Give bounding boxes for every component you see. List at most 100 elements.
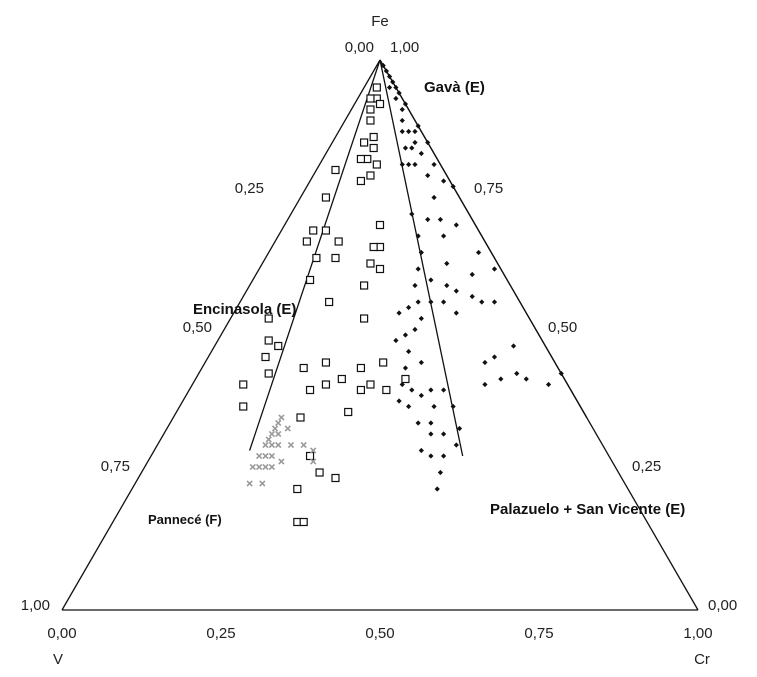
square-point	[366, 380, 375, 389]
diamond-point	[491, 266, 498, 272]
bottom-tick-label: 0,75	[524, 625, 553, 642]
square-point	[264, 314, 273, 323]
square-point	[261, 352, 270, 362]
diamond-point	[475, 249, 482, 256]
square-point	[305, 451, 315, 461]
diamond-point	[482, 381, 488, 388]
triangle-left-side	[61, 59, 381, 611]
cross-point	[271, 425, 279, 432]
diamond-point	[510, 343, 517, 349]
diamond-point	[441, 453, 447, 459]
diamond-point	[450, 183, 456, 190]
diamond-point	[412, 161, 418, 168]
diamond-point	[415, 123, 421, 129]
square-point	[331, 165, 340, 175]
cross-point	[259, 480, 266, 487]
diamond-point	[418, 249, 424, 256]
group-label-palazuelo-san-vicente: Palazuelo + San Vicente (E)	[490, 501, 685, 518]
diamond-point	[412, 128, 418, 135]
left-tick-label: 0,00	[345, 39, 374, 56]
diamond-point	[491, 354, 498, 360]
diamond-point	[453, 442, 459, 448]
diamond-point	[418, 359, 424, 366]
diamond-point	[441, 233, 447, 239]
diamond-point	[380, 62, 386, 69]
cross-point	[262, 452, 269, 460]
square-point	[356, 363, 366, 373]
diamond-point	[437, 216, 444, 223]
diamond-point	[444, 260, 450, 267]
square-point	[299, 517, 308, 527]
vertex-label-cr: Cr	[694, 651, 710, 668]
bottom-tick-label: 0,00	[47, 625, 76, 642]
cross-point	[278, 414, 285, 421]
diamond-point	[393, 337, 399, 344]
square-point	[321, 193, 331, 202]
square-point	[356, 385, 366, 395]
diamond-point	[425, 172, 431, 179]
square-point	[372, 83, 381, 92]
square-point	[369, 132, 378, 142]
square-point	[325, 297, 334, 307]
diamond-point	[469, 293, 475, 300]
diamond-point	[406, 128, 412, 135]
diamond-point	[399, 106, 405, 113]
left-tick-label: 1,00	[21, 597, 50, 614]
diamond-point	[558, 370, 564, 377]
reference-line	[379, 59, 464, 457]
diamond-point	[482, 359, 488, 366]
cross-point	[246, 480, 253, 487]
diamond-point	[545, 381, 552, 388]
diamond-point	[453, 288, 459, 294]
square-point	[344, 407, 353, 417]
diamond-point	[441, 431, 447, 437]
square-point	[366, 171, 375, 180]
diamond-point	[399, 117, 405, 124]
diamond-point	[428, 431, 434, 437]
bottom-tick-label: 1,00	[683, 625, 712, 642]
square-point	[274, 341, 283, 351]
square-point	[375, 264, 385, 274]
square-point	[375, 220, 385, 230]
square-point	[360, 314, 369, 323]
cross-point	[275, 441, 282, 449]
cross-point	[284, 425, 291, 432]
vertex-label-fe: Fe	[371, 13, 389, 30]
diamond-point	[415, 233, 421, 239]
square-point	[321, 226, 331, 235]
square-point	[356, 154, 366, 164]
cross-point	[310, 447, 317, 454]
diamond-point	[444, 282, 450, 289]
square-point	[337, 374, 346, 384]
square-point	[366, 105, 375, 114]
diamond-point	[402, 365, 409, 371]
diamond-point	[431, 194, 437, 201]
bottom-tick-label: 0,50	[365, 625, 394, 642]
left-tick-label: 0,25	[235, 180, 264, 197]
square-point	[305, 275, 315, 285]
square-point	[293, 484, 302, 494]
diamond-point	[441, 387, 447, 393]
diamond-point	[399, 381, 405, 388]
group-label-pannece: Pannecé (F)	[148, 512, 222, 527]
diamond-point	[425, 216, 431, 223]
diamond-point	[383, 68, 389, 74]
diamond-point	[402, 101, 409, 107]
square-point	[382, 385, 391, 395]
square-point	[372, 160, 381, 169]
left-tick-label: 0,50	[183, 319, 212, 336]
square-point	[299, 363, 308, 373]
diamond-point	[428, 277, 434, 283]
diamond-point	[406, 304, 412, 311]
diamond-point	[415, 266, 421, 272]
right-tick-label: 0,00	[708, 597, 737, 614]
triangle-frame	[61, 59, 699, 611]
diamond-point	[498, 376, 504, 382]
cross-point	[300, 441, 307, 449]
right-tick-label: 0,75	[474, 180, 503, 197]
diamond-point	[453, 222, 459, 228]
right-tick-label: 0,50	[548, 319, 577, 336]
cross-point	[255, 463, 263, 471]
cross-point	[249, 463, 256, 471]
square-point	[356, 176, 366, 186]
